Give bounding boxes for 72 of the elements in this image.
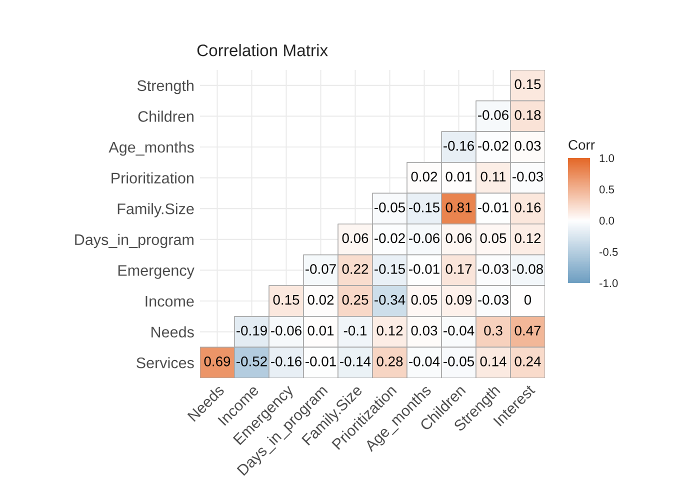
data-label: -0.06: [409, 233, 440, 244]
data-label: 0.28: [376, 356, 403, 366]
data-label: 0.14: [480, 356, 506, 366]
data-label: -0.34: [374, 294, 406, 305]
color-bar-label: 1.0: [600, 154, 614, 162]
y-tick-label: Services: [136, 357, 194, 368]
data-label: 0.12: [514, 233, 541, 244]
data-label: -0.05: [444, 356, 474, 366]
color-bar-label: -1.0: [600, 279, 618, 288]
data-label: -0.52: [236, 356, 267, 366]
data-label: -0.03: [512, 172, 543, 182]
data-label: 0.03: [514, 140, 541, 151]
y-tick-label: Strength: [137, 80, 194, 94]
data-label: 0.06: [446, 233, 472, 244]
data-label: -0.06: [478, 110, 508, 120]
data-label: 0.11: [480, 172, 506, 182]
data-label: -0.15: [374, 264, 405, 274]
data-label: 0.02: [411, 172, 438, 182]
data-label: -0.08: [512, 264, 543, 274]
data-label: 0.01: [308, 326, 334, 336]
data-label: 0.18: [514, 110, 541, 120]
data-label: 0.16: [514, 202, 541, 212]
data-label: 0.22: [342, 264, 368, 274]
chart-title: Correlation Matrix: [197, 44, 328, 56]
data-label: -0.03: [478, 264, 508, 274]
data-label: -0.04: [444, 326, 474, 336]
data-label: 0.47: [514, 326, 541, 336]
data-label: 0.17: [446, 264, 472, 274]
data-label: 0.03: [411, 326, 438, 336]
y-tick-label: Family.Size: [118, 203, 194, 218]
data-label: 0.25: [342, 294, 368, 305]
y-tick-label: Days_in_program: [75, 234, 194, 248]
data-label: 0.06: [342, 233, 368, 244]
data-label: -0.03: [478, 294, 508, 305]
color-bar-label: -0.5: [600, 248, 618, 256]
data-label: -0.05: [374, 202, 405, 212]
data-label: -0.16: [444, 140, 474, 151]
color-bar-label: 0.5: [599, 186, 614, 194]
data-label: 0.01: [446, 172, 472, 182]
data-label: -0.01: [409, 264, 440, 274]
y-tick-label: Age_months: [108, 141, 194, 156]
data-label: -0.01: [478, 202, 508, 212]
data-label: 0: [524, 294, 532, 305]
data-label: -0.19: [236, 326, 267, 336]
data-label: 0.09: [446, 294, 472, 305]
data-label: 0.24: [514, 356, 541, 366]
color-bar-title: Corr: [568, 140, 595, 150]
data-label: 0.15: [514, 79, 541, 90]
y-tick-label: Needs: [152, 326, 194, 338]
y-tick-label: Emergency: [118, 265, 194, 279]
y-tick-label: Prioritization: [112, 172, 194, 184]
data-label: -0.16: [271, 356, 302, 366]
data-label: -0.02: [374, 233, 405, 244]
data-label: -0.02: [478, 140, 508, 151]
data-label: -0.1: [344, 326, 367, 336]
color-bar-label: 0.0: [599, 216, 614, 225]
y-tick-label: Children: [138, 110, 194, 122]
data-label: -0.07: [306, 264, 336, 274]
data-label: 0.12: [376, 326, 403, 336]
data-label: -0.06: [271, 326, 302, 336]
data-label: -0.04: [409, 356, 440, 366]
data-label: 0.15: [273, 294, 300, 305]
data-label: 0.69: [204, 356, 230, 366]
y-tick-label: Income: [146, 296, 194, 307]
data-label: 0.81: [446, 202, 472, 212]
data-label: 0.3: [484, 326, 502, 336]
data-label: -0.01: [306, 356, 336, 366]
data-label: -0.15: [409, 202, 440, 212]
data-label: -0.14: [340, 356, 371, 366]
data-label: 0.05: [411, 294, 438, 305]
data-label: 0.02: [308, 294, 334, 305]
data-label: 0.05: [480, 233, 506, 244]
